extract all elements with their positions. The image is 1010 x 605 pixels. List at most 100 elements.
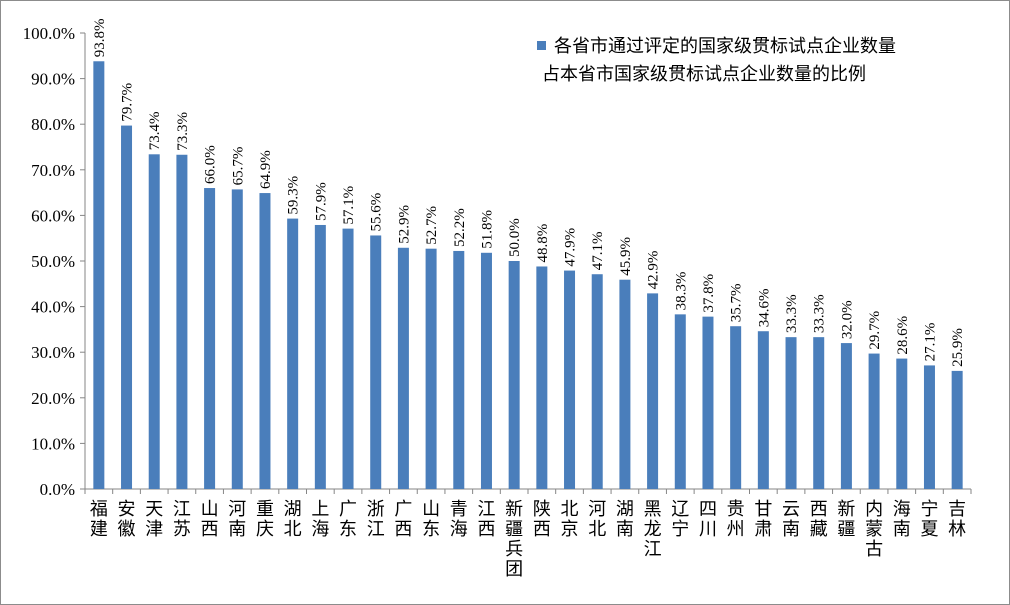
data-label: 57.1% xyxy=(341,186,357,225)
category-label: 宁夏 xyxy=(920,499,938,540)
bar xyxy=(591,274,603,489)
category-label: 湖北 xyxy=(284,499,302,540)
data-label: 73.4% xyxy=(147,112,163,151)
axes: 0.0% 10.0% 20.0% 30.0% 40.0% 50.0% 60.0% 70.0% 8… xyxy=(23,24,972,499)
bar xyxy=(397,247,409,489)
data-label: 79.7% xyxy=(120,83,136,122)
bar xyxy=(204,188,216,490)
y-tick-label: 0.0% xyxy=(40,480,75,499)
bar xyxy=(702,316,714,489)
data-label: 51.8% xyxy=(479,210,495,249)
data-label: 28.6% xyxy=(895,316,911,355)
category-label: 上海 xyxy=(311,499,329,540)
category-label: 福建 xyxy=(90,499,108,540)
legend-swatch xyxy=(537,41,546,50)
y-tick-label: 60.0% xyxy=(31,206,75,225)
data-label: 48.8% xyxy=(535,224,551,263)
category-label: 安徽 xyxy=(118,499,136,540)
category-label: 吉林 xyxy=(948,499,966,540)
y-tick-label: 10.0% xyxy=(31,434,75,453)
category-label: 重庆 xyxy=(256,499,274,540)
data-label: 33.3% xyxy=(784,294,800,333)
bar xyxy=(176,154,188,489)
bar xyxy=(813,337,825,489)
category-label: 甘肃 xyxy=(754,499,772,540)
bar xyxy=(730,326,742,489)
category-label: 江苏 xyxy=(173,499,191,540)
bar xyxy=(453,250,465,489)
category-label: 贵州 xyxy=(727,499,745,540)
legend-entry: 各省市通过评定的国家级贯标试点企业数量占本省市国家级贯标试点企业数量的比例 xyxy=(542,36,896,85)
bar xyxy=(425,248,437,489)
data-label: 57.9% xyxy=(313,182,329,221)
data-label: 52.7% xyxy=(424,206,440,245)
category-label: 西藏 xyxy=(810,499,828,540)
category-label: 北京 xyxy=(561,499,579,540)
data-label: 27.1% xyxy=(922,323,938,362)
bar xyxy=(259,193,271,489)
category-label: 河北 xyxy=(588,499,606,540)
bar xyxy=(840,343,852,489)
data-label: 93.8% xyxy=(92,19,108,58)
category-label: 江西 xyxy=(477,499,495,540)
data-label: 66.0% xyxy=(203,145,219,184)
data-label: 50.0% xyxy=(507,218,523,257)
data-label: 32.0% xyxy=(839,300,855,339)
bar xyxy=(287,218,299,490)
bar xyxy=(93,61,105,489)
y-tick-label: 80.0% xyxy=(31,115,75,134)
data-label: 35.7% xyxy=(729,283,745,322)
bar xyxy=(231,189,243,489)
data-label: 45.9% xyxy=(618,237,634,276)
bar xyxy=(785,337,797,489)
data-label: 52.9% xyxy=(396,205,412,244)
y-tick-label: 70.0% xyxy=(31,161,75,180)
category-label: 海南 xyxy=(893,499,911,540)
data-label: 52.2% xyxy=(452,208,468,247)
category-label: 辽宁 xyxy=(671,499,689,540)
category-label: 新疆兵团 xyxy=(505,499,523,580)
data-label: 73.3% xyxy=(175,112,191,151)
bar xyxy=(342,228,354,489)
y-tick-label: 30.0% xyxy=(31,343,75,362)
bar xyxy=(148,154,160,489)
category-label: 四川 xyxy=(699,499,717,540)
data-label: 29.7% xyxy=(867,311,883,350)
data-label: 47.9% xyxy=(563,228,579,267)
bar xyxy=(619,279,631,489)
data-label: 65.7% xyxy=(230,147,246,186)
category-label: 广西 xyxy=(394,499,412,540)
category-labels: 福建安徽天津江苏山西河南重庆湖北上海广东浙江广西山东青海江西新疆兵团陕西北京河北… xyxy=(90,499,966,580)
data-label: 47.1% xyxy=(590,231,606,270)
category-label: 青海 xyxy=(450,499,468,540)
data-label: 64.9% xyxy=(258,150,274,189)
category-label: 广东 xyxy=(339,499,357,540)
data-label: 38.3% xyxy=(673,272,689,311)
bars xyxy=(93,61,963,490)
category-label: 河南 xyxy=(228,499,246,540)
bar xyxy=(314,224,326,489)
category-label: 山西 xyxy=(201,499,219,540)
category-label: 天津 xyxy=(145,499,163,540)
data-label: 37.8% xyxy=(701,274,717,313)
data-label: 59.3% xyxy=(286,176,302,215)
data-labels: 93.8% 79.7% 73.4% 73.3% 66.0% 65.7% 64.9% 59.3%… xyxy=(92,19,966,367)
bar xyxy=(508,261,520,489)
legend: 各省市通过评定的国家级贯标试点企业数量占本省市国家级贯标试点企业数量的比例 xyxy=(537,36,896,85)
bar xyxy=(536,266,548,489)
bar xyxy=(121,125,133,490)
category-label: 黑龙江 xyxy=(644,499,662,560)
bar xyxy=(868,353,880,489)
data-label: 34.6% xyxy=(756,288,772,327)
bar xyxy=(674,314,686,489)
category-label: 云南 xyxy=(782,499,800,540)
bar xyxy=(896,358,908,489)
data-label: 55.6% xyxy=(369,193,385,232)
bar xyxy=(923,365,935,489)
bar xyxy=(370,235,382,489)
category-label: 浙江 xyxy=(367,499,385,540)
y-tick-label: 100.0% xyxy=(23,24,75,43)
bar xyxy=(951,370,963,489)
